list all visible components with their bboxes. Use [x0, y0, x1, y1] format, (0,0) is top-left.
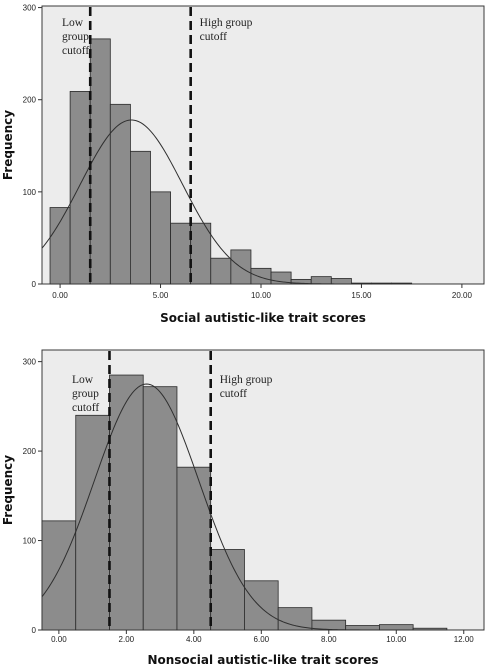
- histogram-bar: [210, 549, 245, 631]
- y-axis-title: Frequency: [1, 110, 15, 180]
- y-axis-title: Frequency: [1, 455, 15, 525]
- histogram-bar: [270, 271, 292, 285]
- histogram-bar: [129, 150, 151, 285]
- histogram-bar: [244, 580, 279, 631]
- x-tick-label: 0.00: [51, 635, 67, 644]
- histogram-bar: [379, 624, 414, 631]
- histogram-bar: [330, 278, 352, 285]
- x-tick-label: 5.00: [153, 291, 169, 300]
- histogram-bar: [49, 207, 71, 285]
- histogram-panel-1: Low group cutoff High group cutoff 0 100 200 300…: [1, 4, 485, 325]
- cutoff-label-low: group: [72, 388, 99, 400]
- x-axis-title: Nonsocial autistic-like trait scores: [147, 653, 378, 666]
- y-tick-label: 300: [23, 358, 37, 367]
- histogram-bar: [142, 386, 178, 631]
- cutoff-label-high: High group: [200, 17, 253, 29]
- cutoff-label-low: cutoff: [72, 402, 99, 414]
- y-tick-label: 100: [23, 537, 37, 546]
- y-tick-label: 0: [32, 626, 37, 635]
- histogram-bar: [176, 466, 212, 631]
- histogram-bar: [89, 38, 111, 285]
- x-tick-label: 10.00: [386, 635, 407, 644]
- x-tick-label: 0.00: [52, 291, 68, 300]
- y-tick-label: 200: [23, 447, 37, 456]
- x-axis-title: Social autistic-like trait scores: [160, 311, 366, 325]
- histogram-bar: [277, 607, 313, 631]
- normal-curve: [42, 119, 484, 284]
- y-tick-label: 200: [23, 96, 37, 105]
- x-tick-label: 2.00: [119, 635, 135, 644]
- cutoff-label-low: group: [62, 31, 89, 43]
- x-tick-label: 12.00: [454, 635, 475, 644]
- y-tick-label: 300: [23, 4, 37, 13]
- histogram-bar: [170, 222, 192, 285]
- histogram-bar: [190, 222, 212, 285]
- x-tick-label: 10.00: [251, 291, 272, 300]
- x-tick-label: 4.00: [186, 635, 202, 644]
- histogram-panel-2: Low group cutoff High group cutoff 0 100 200 300…: [1, 349, 485, 666]
- histogram-bar: [75, 414, 110, 631]
- cutoff-label-low: Low: [72, 374, 94, 386]
- cutoff-label-low: cutoff: [62, 45, 89, 57]
- normal-curve: [42, 383, 484, 630]
- histogram-bar: [210, 257, 232, 285]
- histogram-bar: [310, 276, 332, 285]
- histogram-bar: [250, 267, 272, 285]
- histogram-bar: [109, 374, 144, 631]
- x-tick-label: 8.00: [321, 635, 337, 644]
- x-tick-label: 20.00: [452, 291, 473, 300]
- cutoff-label-high: cutoff: [200, 31, 227, 43]
- histogram-bar: [150, 191, 171, 285]
- x-tick-label: 6.00: [254, 635, 270, 644]
- x-tick-label: 15.00: [351, 291, 372, 300]
- cutoff-label-high: cutoff: [220, 388, 247, 400]
- y-tick-label: 100: [23, 188, 37, 197]
- cutoff-label-low: Low: [62, 17, 84, 29]
- histogram-bar: [345, 625, 380, 631]
- histogram-bar: [109, 103, 131, 285]
- histogram-bar: [41, 520, 77, 631]
- cutoff-label-high: High group: [220, 374, 273, 386]
- histogram-bar: [69, 91, 91, 285]
- y-tick-label: 0: [32, 280, 37, 289]
